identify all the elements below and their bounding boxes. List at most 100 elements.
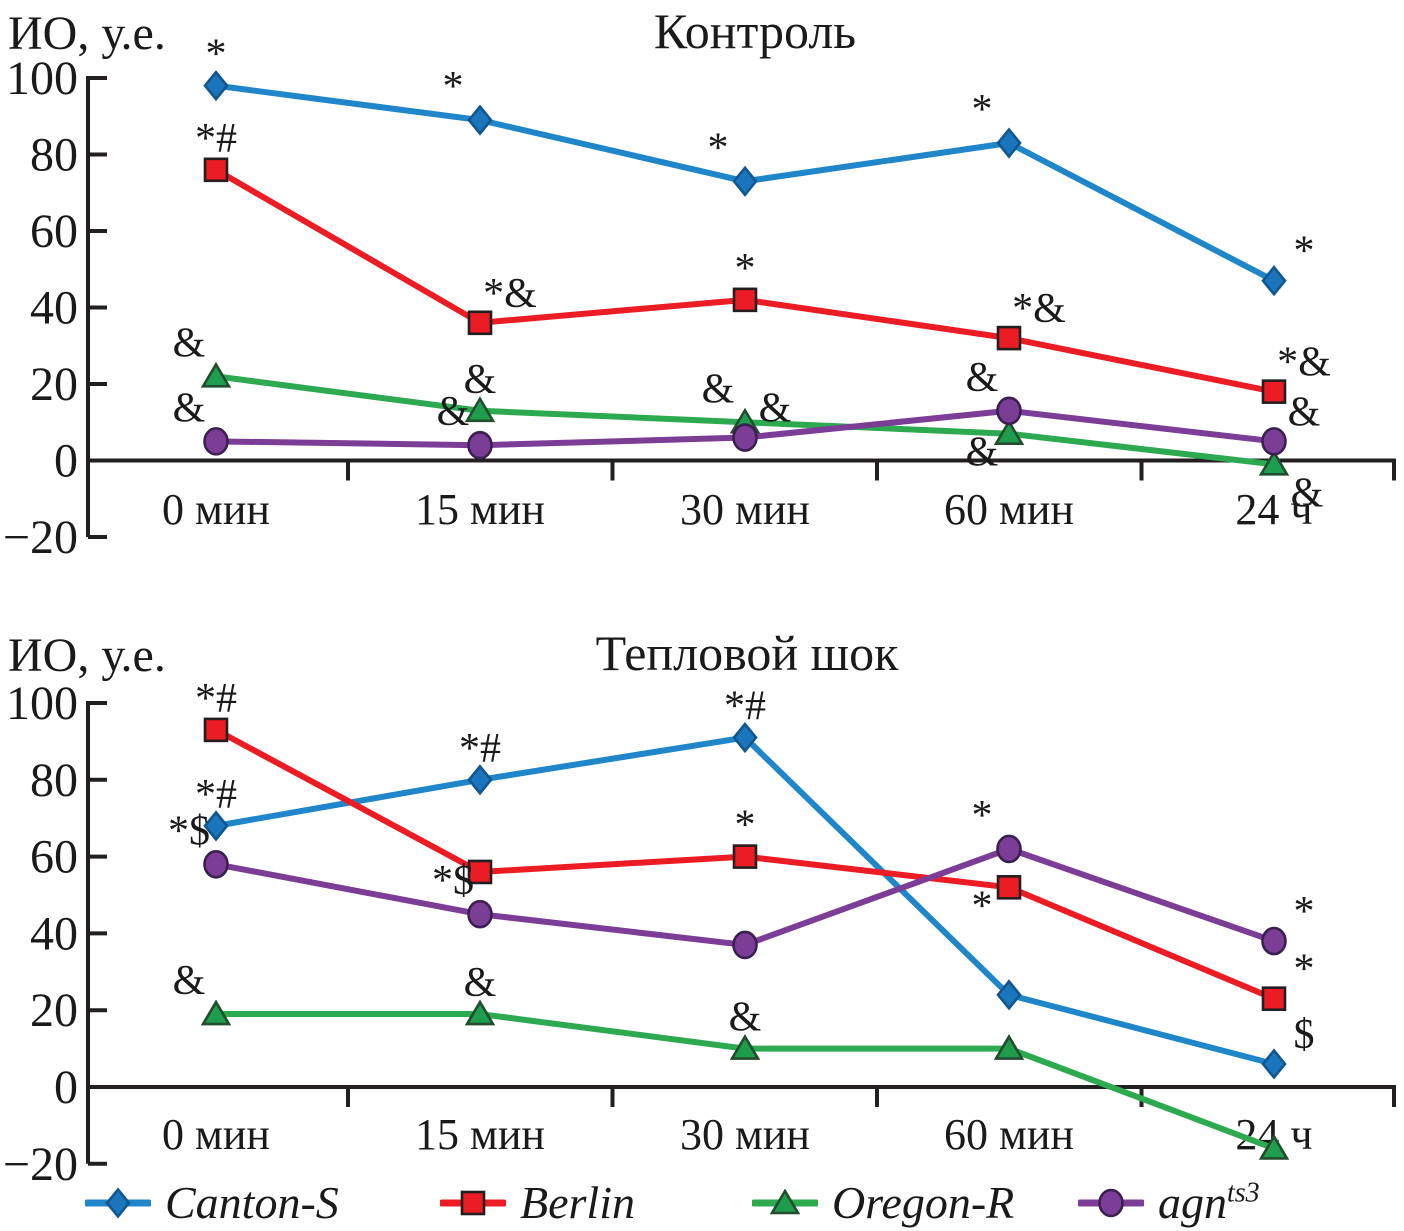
triangle-legend-marker [769,1187,801,1214]
square-marker [467,310,493,336]
significance-annotation: & [1291,470,1324,516]
y-tick-label: 100 [6,677,78,730]
y-tick-label: 80 [30,129,78,182]
legend-label-canton-s: Canton-S [165,1177,339,1228]
y-tick-label: 20 [30,358,78,411]
x-category-label: 15 мин [415,1110,545,1159]
oregon-r-marker-icon [752,1187,818,1214]
series-berlin-markers: *#*&**&*& [195,116,1331,404]
significance-annotation: * [972,883,993,929]
square-legend-marker [460,1190,486,1215]
significance-annotation: & [437,389,470,435]
significance-annotation: *& [1012,286,1066,332]
berlin-marker-icon [440,1190,506,1215]
square-marker [732,844,758,869]
diamond-marker [467,764,493,796]
y-tick-label: 0 [54,435,78,488]
significance-annotation: * [1294,229,1315,275]
significance-annotation: *# [195,772,237,818]
legend: Canton-S Berlin Oregon-R agnts3 [0,1176,1404,1231]
y-tick-label: 60 [30,205,78,258]
significance-annotation: *& [483,271,537,317]
control-y-axis: 100 80 60 40 20 0 −20 [3,52,107,564]
x-category-label: 15 мин [415,485,545,534]
circle-marker [203,849,229,879]
significance-annotation: * [443,64,464,110]
significance-annotation: *$ [432,858,474,904]
x-category-label: 60 мин [944,485,1074,534]
circle-marker [1261,926,1287,956]
diamond-marker [203,70,229,102]
control-x-axis: 0 мин 15 мин 30 мин 60 мин 24 ч [88,458,1396,534]
series-agn-ts3-markers: *$ *$ * * [168,793,1315,960]
significance-annotation: * [708,125,729,171]
significance-annotation: * [972,793,993,839]
triangle-marker [200,999,232,1026]
significance-annotation: & [464,960,497,1006]
triangle-marker [464,396,496,423]
square-marker [1261,379,1287,404]
diamond-marker [996,979,1022,1011]
legend-item-berlin: Berlin [440,1176,635,1229]
x-category-label: 0 мин [162,485,270,534]
triangle-marker [993,419,1025,446]
legend-label-berlin: Berlin [520,1177,635,1228]
significance-annotation: & [464,357,497,403]
triangle-marker [993,1034,1025,1060]
diamond-legend-marker [105,1186,131,1219]
significance-annotation: * [206,32,227,78]
heatshock-y-axis: 100 80 60 40 20 0 −20 [3,677,107,1191]
x-category-label: 60 мин [944,1110,1074,1159]
diamond-marker [203,810,229,842]
diamond-marker [996,127,1022,159]
chart-title-heatshock: Тепловой шок [595,625,899,681]
x-category-label: 30 мин [680,485,810,534]
series-berlin-markers: *# * * * [195,676,1315,1011]
x-category-label: 0 мин [162,1110,270,1159]
canton-s-marker-icon [85,1186,151,1219]
circle-marker [996,396,1022,426]
significance-annotation: * [1294,947,1315,993]
y-tick-label: −20 [3,511,78,564]
significance-annotation: *& [1277,340,1331,386]
circle-marker [732,930,758,960]
diamond-marker [732,722,758,754]
circle-marker [996,834,1022,864]
significance-annotation: & [966,430,999,476]
significance-annotation: * [1294,889,1315,935]
triangle-marker [729,1034,761,1060]
square-marker [1261,986,1287,1011]
circle-legend-marker [1098,1188,1124,1217]
diamond-marker [1261,1048,1287,1080]
triangle-marker [200,361,232,388]
legend-label-oregon-r: Oregon-R [832,1177,1015,1228]
significance-annotation: *# [459,726,501,772]
diamond-marker [467,104,493,136]
significance-annotation: & [759,386,792,432]
square-marker [203,157,229,183]
significance-annotation: & [1288,389,1321,435]
legend-item-oregon-r: Oregon-R [752,1176,1014,1229]
significance-annotation: *# [724,684,766,730]
circle-marker [467,430,493,460]
x-category-label: 30 мин [680,1110,810,1159]
y-axis-label-control-chart: ИО, у.е. [8,7,166,60]
series-agn-ts3-markers: & & &&& [173,355,1321,460]
significance-annotation: & [173,320,206,366]
significance-annotation: & [966,355,999,401]
series-canton-s-markers: * * * * * [203,32,1315,297]
square-marker [996,325,1022,351]
x-category-label: 24 ч [1235,485,1312,534]
diamond-marker [732,165,758,197]
legend-item-agn-ts3: agnts3 [1078,1176,1260,1229]
significance-annotation: *$ [168,808,210,854]
series-canton-s-markers: *# *# *# $ [195,684,1315,1080]
square-marker [732,287,758,313]
y-tick-label: 20 [30,984,78,1037]
significance-annotation: & [173,958,206,1004]
legend-item-canton-s: Canton-S [85,1176,339,1229]
y-tick-label: 100 [6,52,78,105]
triangle-marker [464,999,496,1026]
agn-ts3-marker-icon [1078,1188,1144,1217]
